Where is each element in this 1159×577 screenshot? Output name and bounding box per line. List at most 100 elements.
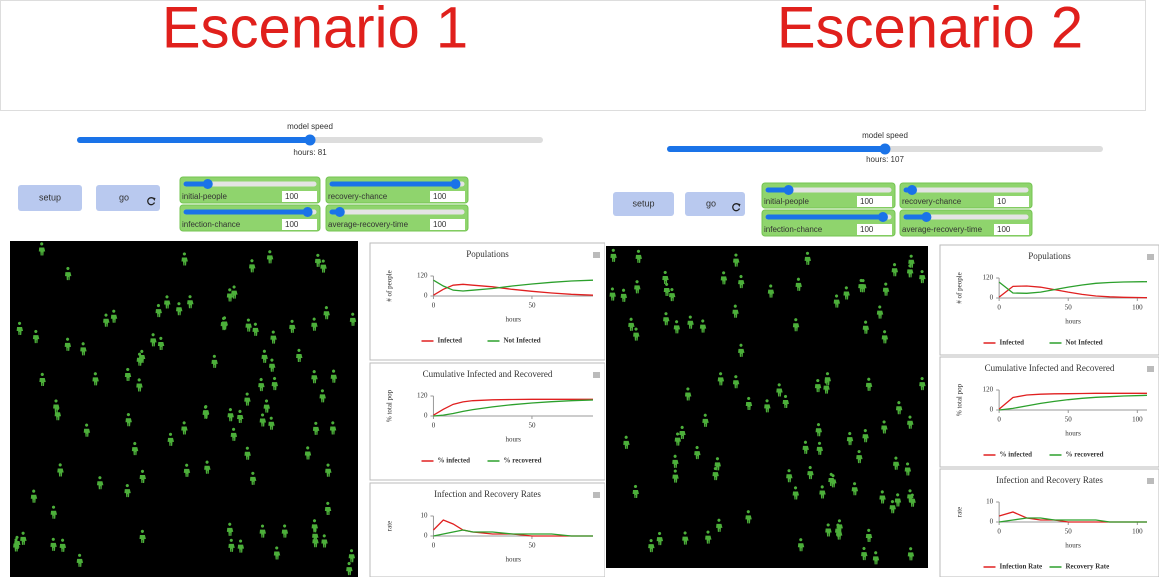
hours-label: hours: 107 [866,155,904,164]
chart-title: Populations [466,249,509,259]
chart-frame [370,363,605,480]
y-tick-label: 120 [983,274,994,282]
chart: Infection and Recovery Ratesrate01005010… [940,469,1159,577]
slider-value: 100 [433,220,447,229]
x-tick-label: 0 [432,422,436,430]
slider-label: average-recovery-time [902,225,983,234]
slider-value: 100 [997,225,1011,234]
x-tick-label: 0 [997,304,1001,312]
y-tick-label: 0 [990,518,994,526]
legend-label: % recovered [504,457,542,465]
y-tick-label: 10 [420,512,428,520]
legend-label: % recovered [1066,451,1104,459]
legend-label: Not Infected [504,337,541,345]
y-tick-label: 0 [990,406,994,414]
y-tick-label: 10 [986,498,994,506]
y-axis-label: rate [956,507,964,518]
x-axis-label: hours [1065,542,1081,550]
chart-title: Infection and Recovery Rates [996,475,1103,485]
x-tick-label: 50 [1065,304,1073,312]
screenshot: Escenario 1 model speed hours: 81 setup go in… [0,0,1159,577]
x-axis-label: hours [505,316,521,324]
chart-frame [940,469,1159,577]
x-tick-label: 50 [528,542,536,550]
y-tick-label: 120 [417,392,428,400]
x-axis-label: hours [1065,430,1081,438]
slider-value: 100 [285,192,299,201]
hours-label: hours: 81 [293,148,327,157]
chart-frame [370,243,605,360]
legend-label: Not Infected [1066,339,1103,347]
slider-thumb[interactable] [784,185,794,195]
y-axis-label: rate [386,521,394,532]
chart-frame [940,357,1159,467]
world-view [10,241,358,577]
legend-label: Recovery Rate [1066,563,1110,571]
scenario-title: Escenario 2 [777,0,1083,60]
speed-label: model speed [862,131,908,140]
y-tick-label: 120 [417,272,428,280]
chart-frame [940,245,1159,355]
slider-value: 100 [433,192,447,201]
chart-title: Populations [1028,251,1071,261]
y-tick-label: 0 [424,412,428,420]
slider-thumb[interactable] [451,179,461,189]
x-tick-label: 0 [997,416,1001,424]
button-label: setup [632,198,654,208]
x-tick-label: 100 [1132,304,1143,312]
chart-title: Cumulative Infected and Recovered [423,369,553,379]
x-axis-label: hours [1065,318,1081,326]
y-tick-label: 0 [990,294,994,302]
x-tick-label: 50 [1065,528,1073,536]
slider-label: recovery-chance [902,197,962,206]
slider-label: infection-chance [182,220,241,229]
slider-value: 10 [997,197,1006,206]
slider-label: infection-chance [764,225,823,234]
y-tick-label: 120 [983,386,994,394]
scenario-title: Escenario 1 [162,0,468,60]
slider-thumb[interactable] [921,212,931,222]
x-tick-label: 0 [432,302,436,310]
slider-thumb[interactable] [303,207,313,217]
slider-thumb[interactable] [878,212,888,222]
chart-title: Cumulative Infected and Recovered [985,363,1115,373]
button-label: go [706,198,716,208]
slider-label: initial-people [764,197,809,206]
chart: Populations # of people 0 120 0 50 100 hours Inf… [940,245,1159,355]
chart: Infection and Recovery Rates rate 0 10 0 50 ho… [370,483,605,577]
y-axis-label: # of people [386,270,394,302]
button-label: go [119,192,129,202]
legend-label: Infected [1000,339,1025,347]
x-tick-label: 50 [528,422,536,430]
speed-thumb[interactable] [880,144,891,155]
slider-label: recovery-chance [328,192,388,201]
legend-label: Infected [438,337,463,345]
y-axis-label: # of people [956,272,964,304]
x-tick-label: 0 [432,542,436,550]
speed-thumb[interactable] [305,135,316,146]
slider-label: average-recovery-time [328,220,409,229]
legend-label: % infected [1000,451,1033,459]
x-tick-label: 100 [1132,416,1143,424]
legend-label: Infection Rate [1000,563,1043,571]
y-tick-label: 0 [424,292,428,300]
x-tick-label: 50 [1065,416,1073,424]
button-label: setup [39,192,61,202]
x-tick-label: 50 [528,302,536,310]
chart: Cumulative Infected and Recovered % total… [940,357,1159,467]
slider-thumb[interactable] [907,185,917,195]
speed-label: model speed [287,122,333,131]
slider-value: 100 [285,220,299,229]
slider-label: initial-people [182,192,227,201]
y-tick-label: 0 [424,532,428,540]
chart: Cumulative Infected and Recovered% total… [370,363,605,480]
legend-label: % infected [438,457,471,465]
chart-title: Infection and Recovery Rates [434,489,541,499]
slider-value: 100 [860,225,874,234]
x-tick-label: 100 [1132,528,1143,536]
x-tick-label: 0 [997,528,1001,536]
y-axis-label: % total pop [956,383,964,416]
slider-thumb[interactable] [203,179,213,189]
slider-thumb[interactable] [335,207,345,217]
x-axis-label: hours [505,556,521,564]
